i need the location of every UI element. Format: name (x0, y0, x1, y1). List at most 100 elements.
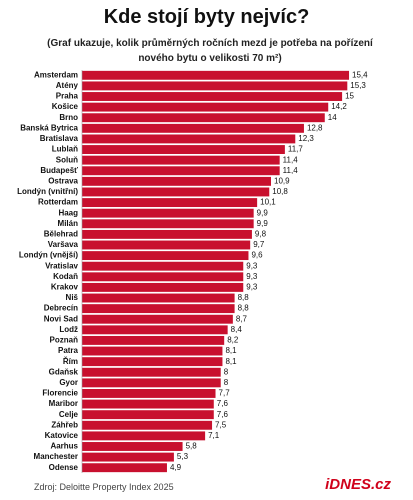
data-label: 7,6 (217, 410, 229, 419)
data-label: 15 (345, 92, 354, 101)
data-label: 4,9 (170, 463, 182, 472)
bar (82, 325, 228, 335)
y-tick-label: Patra (58, 346, 79, 355)
data-label: 11,4 (283, 155, 299, 164)
y-tick-label: Praha (56, 92, 79, 101)
bar (82, 346, 223, 356)
y-tick-label: Vratislav (45, 261, 78, 270)
y-tick-label: Lodž (59, 325, 78, 334)
y-tick-label: Londýn (vnitřní) (17, 187, 78, 196)
data-label: 11,4 (283, 166, 299, 175)
y-tick-label: Florencie (42, 389, 78, 398)
data-label: 7,5 (215, 420, 227, 429)
bar (82, 399, 214, 409)
y-tick-label: Maribor (49, 399, 78, 408)
bar (82, 367, 221, 377)
bar (82, 389, 216, 398)
data-label: 15,4 (352, 70, 368, 79)
data-label: 9,9 (257, 208, 269, 217)
y-tick-label: Londýn (vnější) (19, 251, 78, 260)
data-label: 9,6 (251, 251, 263, 260)
bar (82, 187, 270, 197)
data-label: 8,8 (238, 293, 250, 302)
bar (82, 198, 258, 208)
data-label: 12,3 (298, 134, 314, 143)
y-tick-label: Soluň (56, 155, 78, 164)
bar (82, 463, 167, 473)
y-tick-label: Amsterdam (34, 70, 78, 79)
bar (82, 282, 244, 292)
y-tick-label: Milán (58, 219, 79, 228)
y-tick-label: Haag (58, 208, 78, 217)
bar (82, 304, 235, 314)
y-tick-label: Lublaň (52, 145, 78, 154)
y-tick-label: Rotterdam (38, 198, 78, 207)
data-label: 9,9 (257, 219, 269, 228)
data-label: 8 (224, 367, 229, 376)
y-tick-label: Brno (59, 113, 78, 122)
source: Zdroj: Deloitte Property Index 2025 (34, 482, 174, 492)
data-label: 7,6 (217, 399, 229, 408)
data-label: 9,3 (246, 283, 258, 292)
data-label: 8,2 (227, 336, 239, 345)
bar (82, 102, 329, 112)
y-tick-label: Gyor (59, 378, 78, 387)
data-label: 7,1 (208, 431, 220, 440)
y-tick-label: Niš (66, 293, 79, 302)
y-tick-label: Řím (63, 357, 78, 366)
y-tick-label: Aarhus (50, 442, 78, 451)
chart-title: Kde stojí byty nejvíc? (103, 6, 310, 28)
data-label: 15,3 (350, 81, 366, 90)
y-tick-label: Varšava (48, 240, 79, 249)
data-label: 11,7 (288, 145, 304, 154)
bar (82, 452, 174, 462)
bar (82, 123, 304, 133)
bar (82, 335, 225, 345)
y-tick-label: Gdaňsk (49, 367, 79, 376)
bar (82, 251, 249, 261)
data-label: 5,3 (177, 452, 189, 461)
y-tick-label: Budapešť (40, 166, 78, 175)
y-tick-label: Bělehrad (44, 229, 78, 238)
data-label: 12,8 (307, 123, 323, 132)
bar (82, 70, 350, 80)
bar (82, 208, 254, 218)
y-tick-label: Celje (59, 410, 79, 419)
bar (82, 113, 325, 123)
data-label: 10,9 (274, 176, 290, 185)
bar (82, 410, 214, 420)
bar (82, 420, 213, 430)
y-tick-label: Kodaň (53, 272, 78, 281)
bar (82, 145, 285, 154)
bar (82, 378, 221, 388)
bar (82, 240, 251, 250)
bar (82, 293, 235, 303)
data-label: 10,8 (272, 187, 288, 196)
y-tick-label: Odense (49, 463, 79, 472)
logo: iDNES.cz (325, 476, 391, 493)
bar (82, 81, 348, 91)
bar (82, 134, 296, 144)
data-label: 8,4 (231, 325, 243, 334)
bar (82, 314, 233, 324)
chart-subtitle: (Graf ukazuje, kolik průměrných ročních … (47, 38, 373, 64)
y-tick-label: Ostrava (48, 176, 78, 185)
y-tick-label: Poznaň (50, 336, 79, 345)
y-tick-label: Novi Sad (44, 314, 78, 323)
data-label: 9,3 (246, 261, 258, 270)
data-label: 9,8 (255, 229, 267, 238)
y-tick-label: Debrecín (44, 304, 78, 313)
bar (82, 166, 280, 176)
bar (82, 155, 280, 165)
bar (82, 261, 244, 271)
bar (82, 357, 223, 367)
data-label: 9,7 (253, 240, 265, 249)
data-label: 7,7 (219, 389, 231, 398)
y-tick-label: Banská Bytrica (20, 123, 78, 132)
data-label: 14 (328, 113, 337, 122)
bar (82, 219, 254, 229)
bar (82, 431, 206, 441)
bar (82, 442, 183, 451)
data-label: 8,1 (225, 357, 237, 366)
